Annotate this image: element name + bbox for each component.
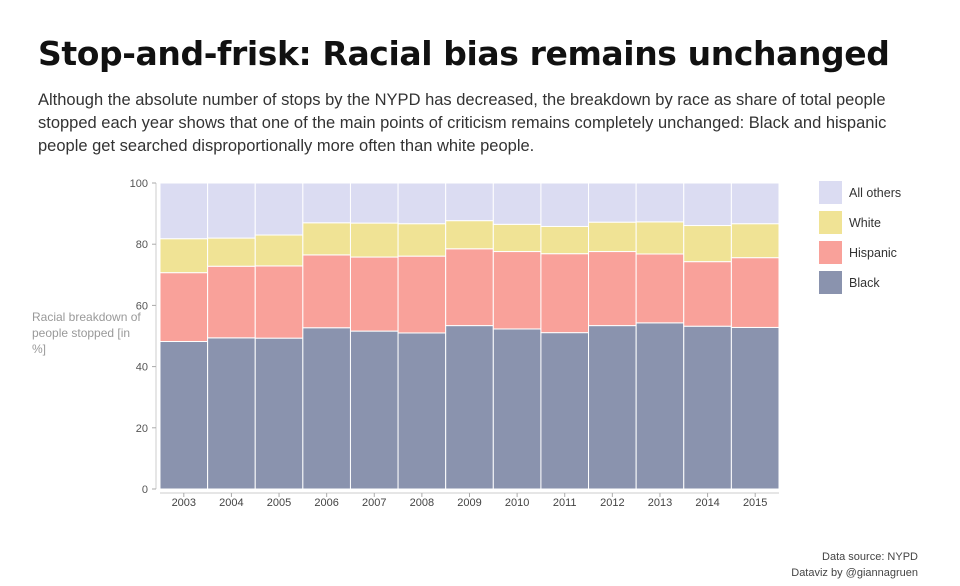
source-credit: Data source: NYPD Dataviz by @giannagrue…	[791, 549, 918, 581]
bar-black-2004	[207, 337, 256, 490]
bar-white-2014	[683, 225, 732, 263]
bar-hispanic-2012	[588, 251, 637, 327]
x-tick-label: 2003	[172, 497, 196, 509]
legend-label-white: White	[849, 216, 881, 230]
x-axis: 2003 2004 2005 2006 2007 2008 2009 2010 2011 2012…	[160, 492, 779, 509]
legend-swatch-hispanic	[819, 241, 842, 264]
y-tick-label: 80	[136, 239, 148, 251]
bar-black-2015	[730, 326, 780, 490]
bar-all-others-2007	[349, 182, 399, 224]
bar-white-2009	[445, 220, 494, 250]
x-tick-label: 2009	[457, 497, 481, 509]
bar-black-2013	[635, 322, 685, 490]
y-tick-label: 60	[136, 300, 148, 312]
data-source-text: Data source: NYPD	[822, 551, 918, 563]
x-tick-label: 2015	[743, 497, 767, 509]
x-tick-label: 2013	[648, 497, 672, 509]
x-tick-label: 2008	[410, 497, 434, 509]
x-tick-label: 2010	[505, 497, 529, 509]
bar-all-others-2011	[540, 182, 590, 227]
chart-subtitle: Although the absolute number of stops by…	[38, 91, 887, 155]
bar-all-others-2004	[207, 182, 256, 239]
bar-hispanic-2011	[540, 253, 590, 334]
legend: All others White Hispanic Black	[819, 181, 901, 294]
bars-group	[159, 182, 780, 490]
bar-black-2006	[302, 327, 351, 490]
bar-all-others-2012	[588, 182, 637, 223]
y-axis: 0 20 40 60 80 100	[130, 178, 157, 496]
bar-black-2012	[588, 325, 637, 490]
bar-hispanic-2008	[397, 255, 447, 334]
bar-white-2010	[492, 223, 542, 253]
bar-all-others-2005	[254, 182, 304, 236]
bar-all-others-2015	[730, 182, 780, 225]
bar-white-2006	[302, 222, 351, 256]
y-axis-label: Racial breakdown of people stopped [in %…	[32, 310, 141, 356]
bar-all-others-2003	[159, 182, 209, 240]
bar-white-2003	[159, 238, 209, 274]
y-tick-label: 0	[142, 484, 148, 496]
y-tick-label: 40	[136, 362, 148, 374]
bar-hispanic-2005	[254, 265, 304, 339]
x-tick-label: 2012	[600, 497, 624, 509]
x-tick-label: 2004	[219, 497, 243, 509]
bar-white-2013	[635, 221, 685, 255]
bar-all-others-2013	[635, 182, 685, 223]
y-tick-label: 100	[130, 178, 148, 190]
bar-hispanic-2013	[635, 253, 685, 324]
legend-swatch-all-others	[819, 181, 842, 204]
bar-white-2015	[730, 223, 780, 259]
y-tick-label: 20	[136, 423, 148, 435]
bar-all-others-2014	[683, 182, 732, 227]
bar-hispanic-2007	[349, 256, 399, 332]
bar-hispanic-2006	[302, 254, 351, 329]
bar-hispanic-2010	[492, 251, 542, 330]
bar-black-2007	[349, 330, 399, 490]
bar-white-2011	[540, 225, 590, 255]
bar-hispanic-2015	[730, 257, 780, 328]
x-tick-label: 2007	[362, 497, 386, 509]
bar-black-2008	[397, 332, 447, 490]
bar-hispanic-2014	[683, 261, 732, 327]
bar-white-2005	[254, 234, 304, 267]
bar-hispanic-2004	[207, 265, 256, 339]
bar-hispanic-2003	[159, 272, 209, 343]
x-tick-label: 2006	[314, 497, 338, 509]
bar-black-2009	[445, 325, 494, 490]
dataviz-credit-text: Dataviz by @giannagruen	[791, 567, 918, 579]
bar-white-2012	[588, 221, 637, 253]
x-tick-label: 2014	[695, 497, 719, 509]
bar-black-2010	[492, 328, 542, 490]
legend-swatch-black	[819, 271, 842, 294]
legend-label-all-others: All others	[849, 186, 901, 200]
bar-all-others-2010	[492, 182, 542, 225]
bar-all-others-2006	[302, 182, 351, 224]
bar-white-2008	[397, 223, 447, 257]
legend-swatch-white	[819, 211, 842, 234]
legend-label-hispanic: Hispanic	[849, 246, 897, 260]
x-tick-label: 2005	[267, 497, 291, 509]
bar-hispanic-2009	[445, 248, 494, 327]
bar-all-others-2009	[445, 182, 494, 222]
bar-black-2003	[159, 341, 209, 490]
bar-black-2011	[540, 332, 590, 490]
legend-label-black: Black	[849, 276, 880, 290]
bar-black-2005	[254, 337, 304, 490]
bar-black-2014	[683, 325, 732, 490]
bar-all-others-2008	[397, 182, 447, 225]
x-tick-label: 2011	[553, 497, 577, 509]
bar-white-2007	[349, 222, 399, 258]
chart-title: Stop-and-frisk: Racial bias remains unch…	[38, 34, 890, 73]
bar-white-2004	[207, 237, 256, 267]
